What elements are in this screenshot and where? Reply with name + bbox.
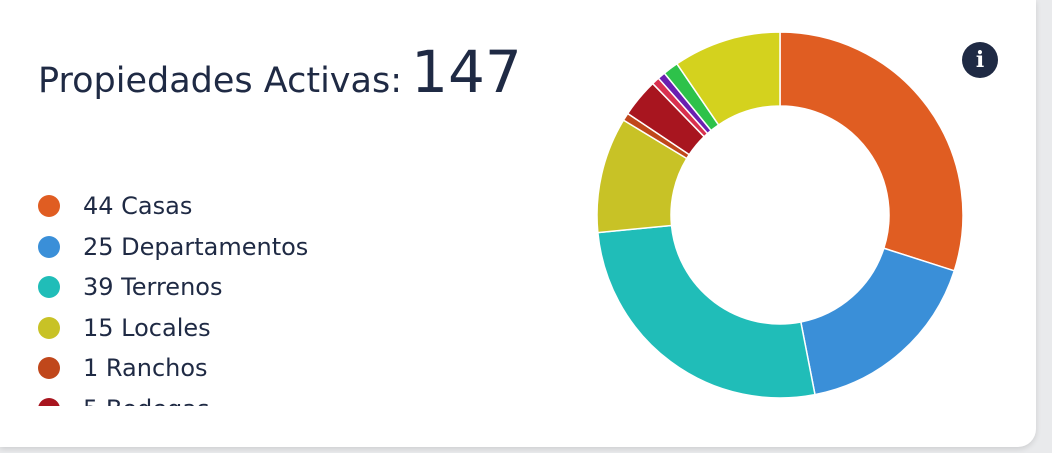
legend-color-dot bbox=[38, 195, 60, 218]
card-title: Propiedades Activas: 147 bbox=[38, 38, 522, 106]
legend-color-dot bbox=[38, 316, 60, 339]
legend-label: 44 Casas bbox=[83, 192, 193, 221]
title-label: Propiedades Activas: bbox=[38, 61, 402, 101]
legend-color-dot bbox=[38, 397, 60, 406]
legend-item[interactable]: 25 Departamentos bbox=[38, 227, 368, 268]
legend-item[interactable]: 5 Bodegas bbox=[38, 389, 368, 406]
legend-item[interactable]: 44 Casas bbox=[38, 186, 368, 227]
properties-card: Propiedades Activas: 147 44 Casas 25 Depa… bbox=[0, 0, 1036, 447]
donut-slice-terrenos[interactable] bbox=[597, 224, 816, 399]
donut-slice-casas[interactable] bbox=[779, 31, 964, 272]
donut-slice-9[interactable] bbox=[675, 31, 781, 126]
legend-label: 1 Ranchos bbox=[83, 354, 208, 383]
legend-label: 15 Locales bbox=[83, 313, 211, 342]
active-count: 147 bbox=[411, 38, 522, 106]
legend-label: 39 Terrenos bbox=[83, 273, 223, 302]
donut-chart bbox=[596, 31, 964, 399]
legend-label: 25 Departamentos bbox=[83, 232, 309, 261]
legend-item[interactable]: 1 Ranchos bbox=[38, 348, 368, 389]
chart-legend: 44 Casas 25 Departamentos 39 Terrenos 15 Lo… bbox=[38, 186, 368, 406]
legend-item[interactable]: 39 Terrenos bbox=[38, 267, 368, 308]
legend-color-dot bbox=[38, 276, 60, 299]
legend-label: 5 Bodegas bbox=[83, 395, 210, 406]
legend-color-dot bbox=[38, 357, 60, 380]
donut-slice-departamentos[interactable] bbox=[799, 247, 956, 396]
legend-color-dot bbox=[38, 235, 60, 258]
legend-item[interactable]: 15 Locales bbox=[38, 308, 368, 349]
info-icon[interactable]: i bbox=[962, 42, 998, 78]
